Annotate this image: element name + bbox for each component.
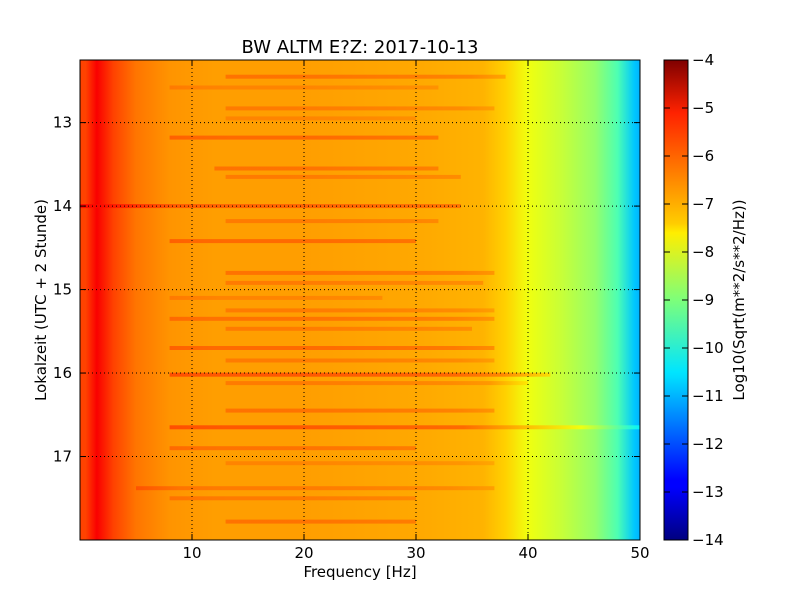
colorbar-tick-label: −13 [692, 483, 724, 501]
y-tick-label: 14 [53, 197, 72, 215]
spectrogram-band [225, 219, 439, 224]
spectrogram-band [225, 358, 495, 363]
grid-lines [80, 60, 640, 540]
x-tick-label: 50 [630, 544, 649, 562]
y-tick-label: 16 [53, 364, 72, 382]
spectrogram-band [225, 280, 484, 285]
spectrogram-band [80, 204, 461, 209]
spectrogram-band [169, 496, 416, 501]
colorbar-tick-label: −6 [692, 147, 714, 165]
spectrogram-band [169, 295, 383, 300]
x-axis-ticks: 10 20 30 40 50 [182, 60, 650, 562]
colorbar-tick-label: −9 [692, 291, 714, 309]
plot-area: 10 20 30 40 50 13 14 15 16 17 [53, 59, 650, 562]
spectrogram-band [214, 166, 439, 171]
spectrogram-band [169, 85, 439, 90]
colorbar-ticks: −4 −5 −6 −7 −8 −9 −10 −11 −12 −13 −14 [664, 51, 724, 549]
colorbar-tick-label: −11 [692, 387, 724, 405]
y-tick-label: 15 [53, 281, 72, 299]
spectrogram-band [169, 239, 416, 244]
plot-frame [79, 59, 641, 541]
y-axis-ticks: 13 14 15 16 17 [53, 114, 640, 466]
spectrogram-band [169, 346, 495, 350]
spectrogram-band [225, 381, 528, 386]
spectrogram-band [225, 106, 495, 111]
chart-title: BW ALTM E?Z: 2017-10-13 [242, 37, 479, 58]
spectrogram-band [169, 135, 439, 140]
colorbar-tick-label: −7 [692, 195, 714, 213]
y-axis-label: Lokalzeit (UTC + 2 Stunde) [32, 199, 50, 401]
spectrogram-band [225, 461, 495, 466]
colorbar-tick-label: −5 [692, 99, 714, 117]
x-axis-label: Frequency [Hz] [303, 563, 416, 581]
colorbar-tick-label: −4 [692, 51, 714, 69]
y-tick-label: 13 [53, 114, 72, 132]
x-tick-label: 20 [294, 544, 313, 562]
colorbar-label: Log10(Sqrt(m**2/s**2/Hz)) [730, 199, 748, 400]
colorbar-tick-label: −14 [692, 531, 724, 549]
spectrogram-bands [80, 74, 640, 524]
spectrogram-band [169, 425, 640, 430]
spectrogram-band [169, 316, 495, 321]
spectrogram-band [169, 372, 551, 377]
y-tick-label: 17 [53, 448, 72, 466]
spectrogram-band [169, 446, 416, 451]
spectrogram-band [225, 174, 461, 179]
spectrogram-band [225, 116, 416, 121]
spectrogram-band [136, 486, 495, 491]
colorbar-tick-label: −8 [692, 243, 714, 261]
x-tick-label: 10 [182, 544, 201, 562]
spectrogram-background [80, 60, 640, 540]
spectrogram-band [225, 408, 495, 413]
spectrogram-band [225, 308, 495, 313]
x-tick-label: 40 [518, 544, 537, 562]
colorbar-tick-label: −10 [692, 339, 724, 357]
colorbar: −4 −5 −6 −7 −8 −9 −10 −11 −12 −13 −14 Log10(Sqrt(m… [663, 51, 748, 549]
spectrogram-band [225, 519, 416, 524]
spectrogram-band [225, 74, 506, 79]
colorbar-tick-label: −12 [692, 435, 724, 453]
spectrogram-band [225, 326, 472, 331]
spectrogram-band [225, 270, 495, 275]
x-tick-label: 30 [406, 544, 425, 562]
